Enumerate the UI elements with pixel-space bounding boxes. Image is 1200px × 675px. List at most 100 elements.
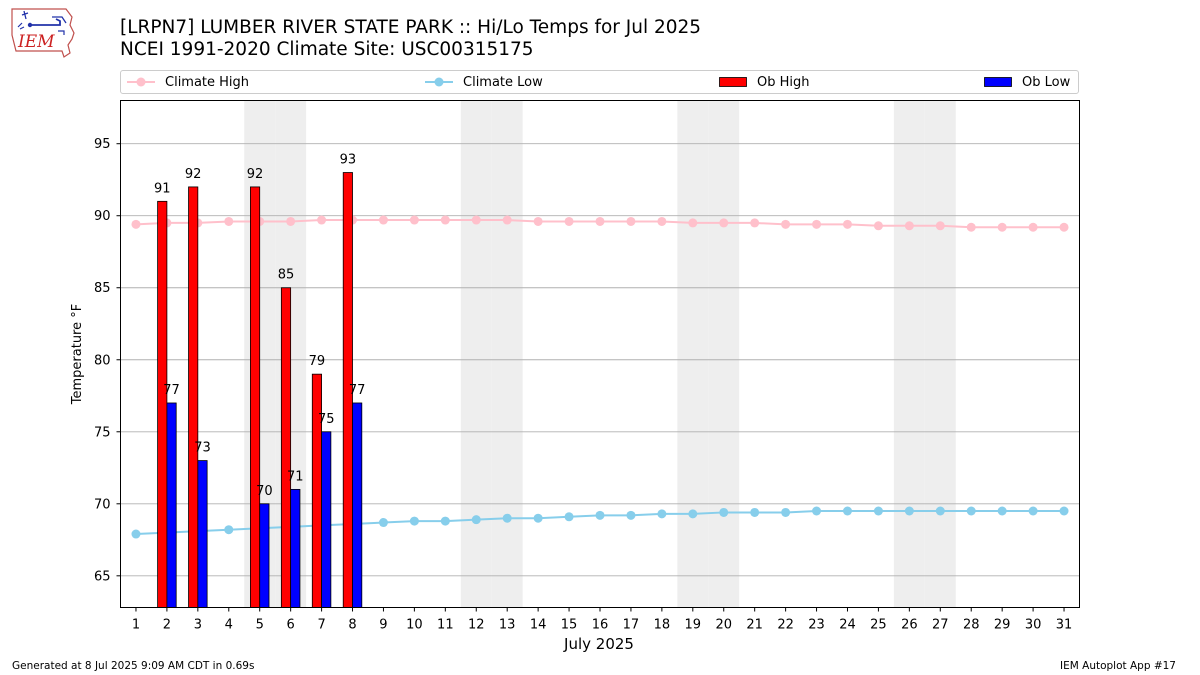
- legend-ob-low: Ob Low: [984, 74, 1070, 90]
- climate-high-point-day-21: [750, 218, 760, 228]
- climate-high-point-day-29: [997, 222, 1007, 232]
- x-tick-label-16: 16: [592, 618, 609, 633]
- x-tick-label-2: 2: [163, 618, 171, 633]
- climate-low-point-day-14: [533, 513, 543, 523]
- ob-high-label-day-2: 91: [154, 181, 171, 196]
- climate-high-point-day-7: [317, 215, 327, 225]
- logo-text: IEM: [17, 32, 55, 52]
- climate-low-point-day-12: [471, 515, 481, 525]
- x-tick-label-29: 29: [994, 618, 1011, 633]
- x-tick-label-17: 17: [623, 618, 640, 633]
- x-tick-label-5: 5: [256, 618, 264, 633]
- ob-low-label-day-2: 77: [163, 383, 180, 398]
- ob-low-label-day-5: 70: [256, 484, 273, 499]
- climate-high-point-day-26: [904, 221, 914, 231]
- y-tick-label-75: 75: [94, 425, 111, 440]
- climate-high-point-day-15: [564, 216, 574, 226]
- climate-low-point-day-26: [904, 506, 914, 516]
- x-tick-label-14: 14: [530, 618, 547, 633]
- x-tick-label-21: 21: [746, 618, 763, 633]
- climate-low-point-day-15: [564, 512, 574, 522]
- ob-low-bar-day-2: [166, 402, 177, 608]
- y-axis-ticks: 65 70 75 80 85 90 95: [94, 137, 121, 584]
- climate-high-point-day-6: [286, 216, 296, 226]
- ob-high-bar-day-7: [311, 373, 322, 608]
- x-tick-label-25: 25: [870, 618, 887, 633]
- x-tick-label-9: 9: [379, 618, 387, 633]
- x-tick-label-1: 1: [132, 618, 140, 633]
- climate-high-point-day-14: [533, 216, 543, 226]
- climate-low-point-day-22: [781, 507, 791, 517]
- chart-title: [LRPN7] LUMBER RIVER STATE PARK :: Hi/Lo…: [120, 17, 701, 61]
- y-tick-label-95: 95: [94, 137, 111, 152]
- legend-ob-high: Ob High: [719, 74, 810, 90]
- climate-low-point-day-18: [657, 509, 667, 519]
- x-tick-label-31: 31: [1056, 618, 1073, 633]
- ob-high-label-day-3: 92: [185, 167, 202, 182]
- y-tick-label-70: 70: [94, 497, 111, 512]
- y-axis-label: Temperature °F: [70, 304, 85, 405]
- climate-low-point-day-19: [688, 509, 698, 519]
- y-tick-label-90: 90: [94, 209, 111, 224]
- ob-low-bar-day-7: [321, 431, 332, 608]
- climate-high-point-day-10: [409, 215, 419, 225]
- ob-low-label-day-8: 77: [349, 383, 366, 398]
- climate-high-point-day-11: [440, 215, 450, 225]
- ob-high-label-day-5: 92: [247, 167, 264, 182]
- weekend-shade-day-26: [893, 100, 925, 608]
- x-tick-label-11: 11: [437, 618, 454, 633]
- climate-low-point-day-20: [719, 507, 729, 517]
- x-tick-label-22: 22: [777, 618, 794, 633]
- x-tick-label-30: 30: [1025, 618, 1042, 633]
- climate-high-point-day-24: [842, 219, 852, 229]
- ob-low-label-day-7: 75: [318, 412, 335, 427]
- climate-low-point-day-28: [966, 506, 976, 516]
- legend-ob-high-label: Ob High: [757, 74, 810, 90]
- observation-bars: [157, 172, 363, 608]
- climate-low-point-day-10: [409, 516, 419, 526]
- climate-low-point-day-13: [502, 513, 512, 523]
- ob-low-bar-day-5: [259, 503, 270, 608]
- x-tick-label-8: 8: [348, 618, 356, 633]
- x-tick-label-12: 12: [468, 618, 485, 633]
- ob-high-bar-day-3: [188, 186, 199, 608]
- climate-high-point-day-19: [688, 218, 698, 228]
- x-axis-label: July 2025: [563, 635, 634, 653]
- climate-high-point-day-17: [626, 216, 636, 226]
- x-tick-label-4: 4: [225, 618, 233, 633]
- climate-high-point-day-27: [935, 221, 945, 231]
- climate-low-point-day-17: [626, 510, 636, 520]
- x-tick-label-10: 10: [406, 618, 423, 633]
- legend-climate-low-swatch: [425, 77, 453, 87]
- x-tick-label-26: 26: [901, 618, 918, 633]
- climate-high-point-day-23: [812, 219, 822, 229]
- ob-low-bar-day-3: [197, 460, 208, 608]
- climate-high-point-day-13: [502, 215, 512, 225]
- legend: Climate High Climate Low Ob High Ob Low: [120, 70, 1079, 94]
- ob-high-bar-day-5: [250, 186, 261, 608]
- ob-low-label-day-3: 73: [194, 441, 211, 456]
- x-tick-label-19: 19: [685, 618, 702, 633]
- ob-low-label-day-6: 71: [287, 469, 304, 484]
- bar-value-labels: 91 92 92 85 79 93 77 73 70 71 75 77: [154, 153, 365, 499]
- legend-climate-low-label: Climate Low: [463, 74, 543, 90]
- climate-high-point-day-4: [224, 216, 234, 226]
- ob-high-label-day-7: 79: [309, 354, 326, 369]
- ob-low-bar-day-6: [290, 488, 301, 608]
- climate-low-point-day-21: [750, 507, 760, 517]
- climate-low-point-day-27: [935, 506, 945, 516]
- climate-high-point-day-28: [966, 222, 976, 232]
- iem-logo: IEM: [11, 8, 75, 58]
- legend-ob-low-label: Ob Low: [1022, 74, 1071, 90]
- x-tick-label-13: 13: [499, 618, 516, 633]
- ob-high-label-day-6: 85: [278, 268, 295, 283]
- footer-generated: Generated at 8 Jul 2025 9:09 AM CDT in 0…: [12, 660, 255, 672]
- y-tick-label-65: 65: [94, 569, 111, 584]
- x-tick-label-3: 3: [194, 618, 202, 633]
- weekend-shade-day-27: [924, 100, 956, 608]
- x-tick-label-27: 27: [932, 618, 949, 633]
- title-line-2: NCEI 1991-2020 Climate Site: USC00315175: [120, 39, 534, 60]
- climate-high-point-day-20: [719, 218, 729, 228]
- climate-high-point-day-18: [657, 216, 667, 226]
